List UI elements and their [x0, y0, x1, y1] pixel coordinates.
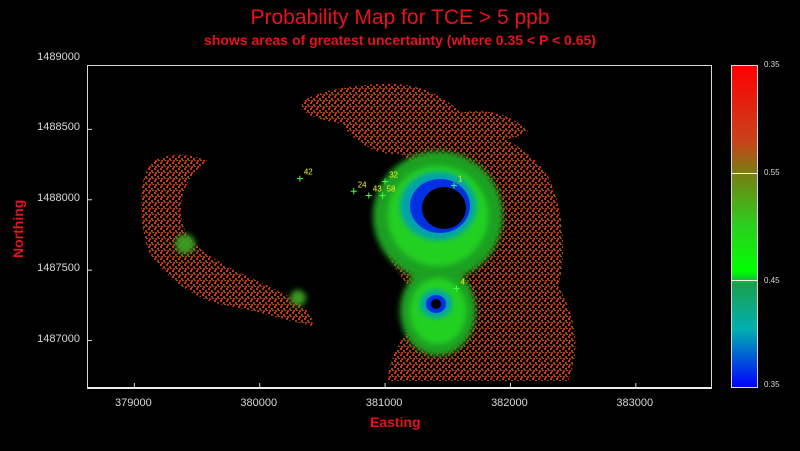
x-axis-label: Easting [370, 414, 421, 430]
y-tick-label: 1487000 [37, 332, 80, 345]
y-axis-label: Northing [10, 199, 26, 258]
well-label: 4 [461, 277, 466, 286]
colorbar-label: 0.55 [764, 168, 780, 177]
well-label: 24 [358, 180, 367, 189]
well-marker-icon [453, 285, 460, 292]
well-marker-icon [296, 175, 303, 182]
high-probability-core [400, 172, 476, 318]
map-subtitle: shows areas of greatest uncertainty (whe… [204, 32, 596, 48]
x-tick-label: 380000 [240, 397, 278, 409]
x-tick-label: 379000 [115, 397, 152, 409]
colorbar [731, 65, 758, 388]
y-tick-label: 1489000 [37, 50, 80, 63]
uncertainty-speckle [141, 83, 576, 381]
well-label: 1 [458, 175, 463, 184]
probability-map: 42 32 24 43 58 1 4 [88, 83, 637, 387]
well-marker-icon [382, 178, 389, 185]
colorbar-label: 0.35 [764, 380, 780, 389]
wells: 42 32 24 43 58 1 4 [296, 168, 466, 292]
colorbar-divider [732, 173, 757, 174]
y-tick-label: 1487500 [37, 262, 80, 275]
well-label: 32 [389, 170, 398, 179]
colorbar-divider [732, 280, 757, 281]
well-marker-icon [365, 192, 372, 199]
well-label: 42 [304, 168, 313, 177]
plot-area[interactable]: 42 32 24 43 58 1 4 [87, 65, 712, 389]
colorbar-label: 0.45 [764, 276, 780, 285]
well-marker-icon [350, 188, 357, 195]
map-title: Probability Map for TCE > 5 ppb [250, 6, 550, 29]
well-label: 58 [387, 185, 396, 194]
well-label: 43 [373, 185, 382, 194]
axis-ticks [88, 128, 637, 387]
y-tick-label: 1488500 [37, 121, 80, 134]
x-tick-label: 383000 [616, 397, 654, 409]
colorbar-label: 0.35 [764, 60, 780, 69]
well-marker-icon [451, 182, 458, 189]
y-tick-label: 1488000 [37, 191, 80, 204]
well-marker-icon [379, 192, 386, 199]
x-tick-label: 381000 [365, 397, 403, 409]
x-tick-label: 382000 [491, 397, 528, 409]
